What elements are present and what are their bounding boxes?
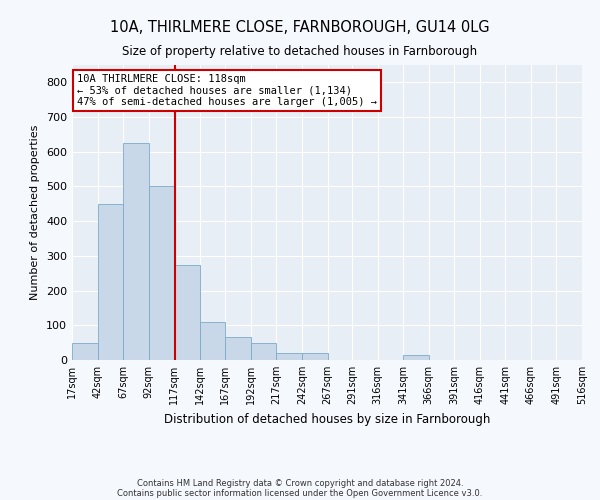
Bar <box>251 342 277 360</box>
X-axis label: Distribution of detached houses by size in Farnborough: Distribution of detached houses by size … <box>164 412 490 426</box>
Bar <box>149 186 174 360</box>
Y-axis label: Number of detached properties: Number of detached properties <box>31 125 40 300</box>
Bar <box>302 353 328 360</box>
Bar <box>123 143 149 360</box>
Bar <box>72 342 98 360</box>
Text: Contains HM Land Registry data © Crown copyright and database right 2024.: Contains HM Land Registry data © Crown c… <box>137 478 463 488</box>
Bar <box>226 338 251 360</box>
Bar <box>98 204 123 360</box>
Bar <box>200 322 226 360</box>
Text: 10A THIRLMERE CLOSE: 118sqm
← 53% of detached houses are smaller (1,134)
47% of : 10A THIRLMERE CLOSE: 118sqm ← 53% of det… <box>77 74 377 107</box>
Text: 10A, THIRLMERE CLOSE, FARNBOROUGH, GU14 0LG: 10A, THIRLMERE CLOSE, FARNBOROUGH, GU14 … <box>110 20 490 35</box>
Text: Size of property relative to detached houses in Farnborough: Size of property relative to detached ho… <box>122 45 478 58</box>
Bar <box>403 355 428 360</box>
Bar <box>277 353 302 360</box>
Text: Contains public sector information licensed under the Open Government Licence v3: Contains public sector information licen… <box>118 488 482 498</box>
Bar <box>174 264 200 360</box>
